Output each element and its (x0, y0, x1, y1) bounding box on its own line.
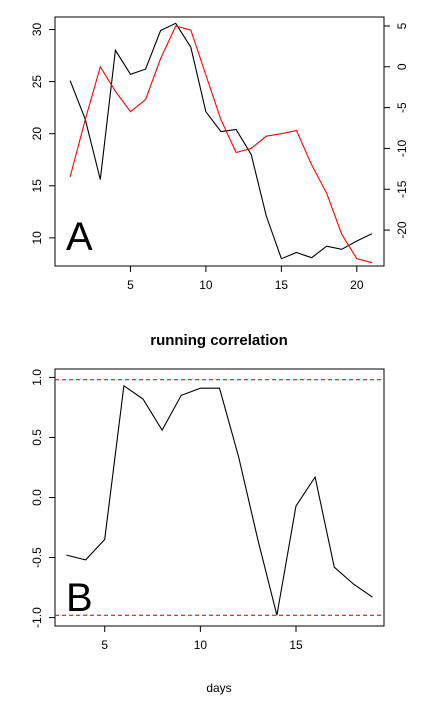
panel-a-right-y-tick-label: -10 (395, 139, 409, 157)
panel-b-x-tick-label: 10 (194, 638, 208, 652)
panel-a-right-y-tick-label: 5 (395, 22, 409, 29)
panel-a-left-y-tick-label: 15 (30, 179, 44, 193)
panel-b-reference-lines (55, 379, 384, 616)
panel-b-x-tick-label: 15 (289, 638, 303, 652)
panel-a-x-tick-label: 10 (199, 278, 213, 292)
panel-b-x-axis: 5 10 15 (101, 626, 303, 652)
panel-b-chart: 5 10 15 -1.0 -0.5 0.0 0.5 1.0 B (30, 368, 385, 652)
panel-b-x-axis-label: days (206, 681, 231, 695)
panel-a-right-y-tick-label: -20 (395, 221, 409, 239)
panel-b-letter: B (66, 576, 93, 620)
panel-b-correlation-line (66, 384, 373, 616)
panel-b-y-tick-label: 0.5 (30, 429, 44, 446)
panel-b-plot-frame (54, 368, 385, 627)
panel-a-letter: A (66, 215, 93, 259)
panel-a-right-y-tick-label: -15 (395, 180, 409, 198)
panel-a-left-y-tick-label: 10 (30, 231, 44, 245)
panel-a-plot-frame (54, 16, 385, 267)
panel-a-chart: 5 10 15 20 10 15 20 25 30 -20 -15 -10 -5 0 5 A (30, 16, 409, 292)
panel-a-right-y-tick-label: 0 (395, 63, 409, 70)
panel-b-title: running correlation (150, 332, 288, 349)
panel-b-y-tick-label: -1.0 (30, 607, 44, 628)
panel-a-right-y-tick-label: -5 (395, 102, 409, 113)
panel-a-x-tick-label: 20 (350, 278, 364, 292)
panel-a-series-black-line (69, 22, 373, 260)
panel-a-series-red-line (69, 25, 373, 264)
panel-a-left-y-tick-label: 20 (30, 127, 44, 141)
panel-a-series (69, 22, 373, 264)
panel-a-left-y-axis: 10 15 20 25 30 (30, 23, 55, 245)
panel-a-x-tick-label: 5 (127, 278, 134, 292)
panel-b-y-tick-label: -0.5 (30, 547, 44, 568)
panel-b-y-tick-label: 1.0 (30, 369, 44, 386)
panel-a-left-y-tick-label: 30 (30, 23, 44, 37)
panel-a-x-axis: 5 10 15 20 (127, 266, 364, 292)
panel-a-x-tick-label: 15 (275, 278, 289, 292)
panel-b-series (66, 384, 373, 616)
panel-a-left-y-tick-label: 25 (30, 75, 44, 89)
panel-b-y-tick-label: 0.0 (30, 489, 44, 506)
panel-a-right-y-axis: -20 -15 -10 -5 0 5 (384, 22, 409, 239)
panel-b-x-tick-label: 5 (101, 638, 108, 652)
panel-b-y-axis: -1.0 -0.5 0.0 0.5 1.0 (30, 369, 55, 628)
